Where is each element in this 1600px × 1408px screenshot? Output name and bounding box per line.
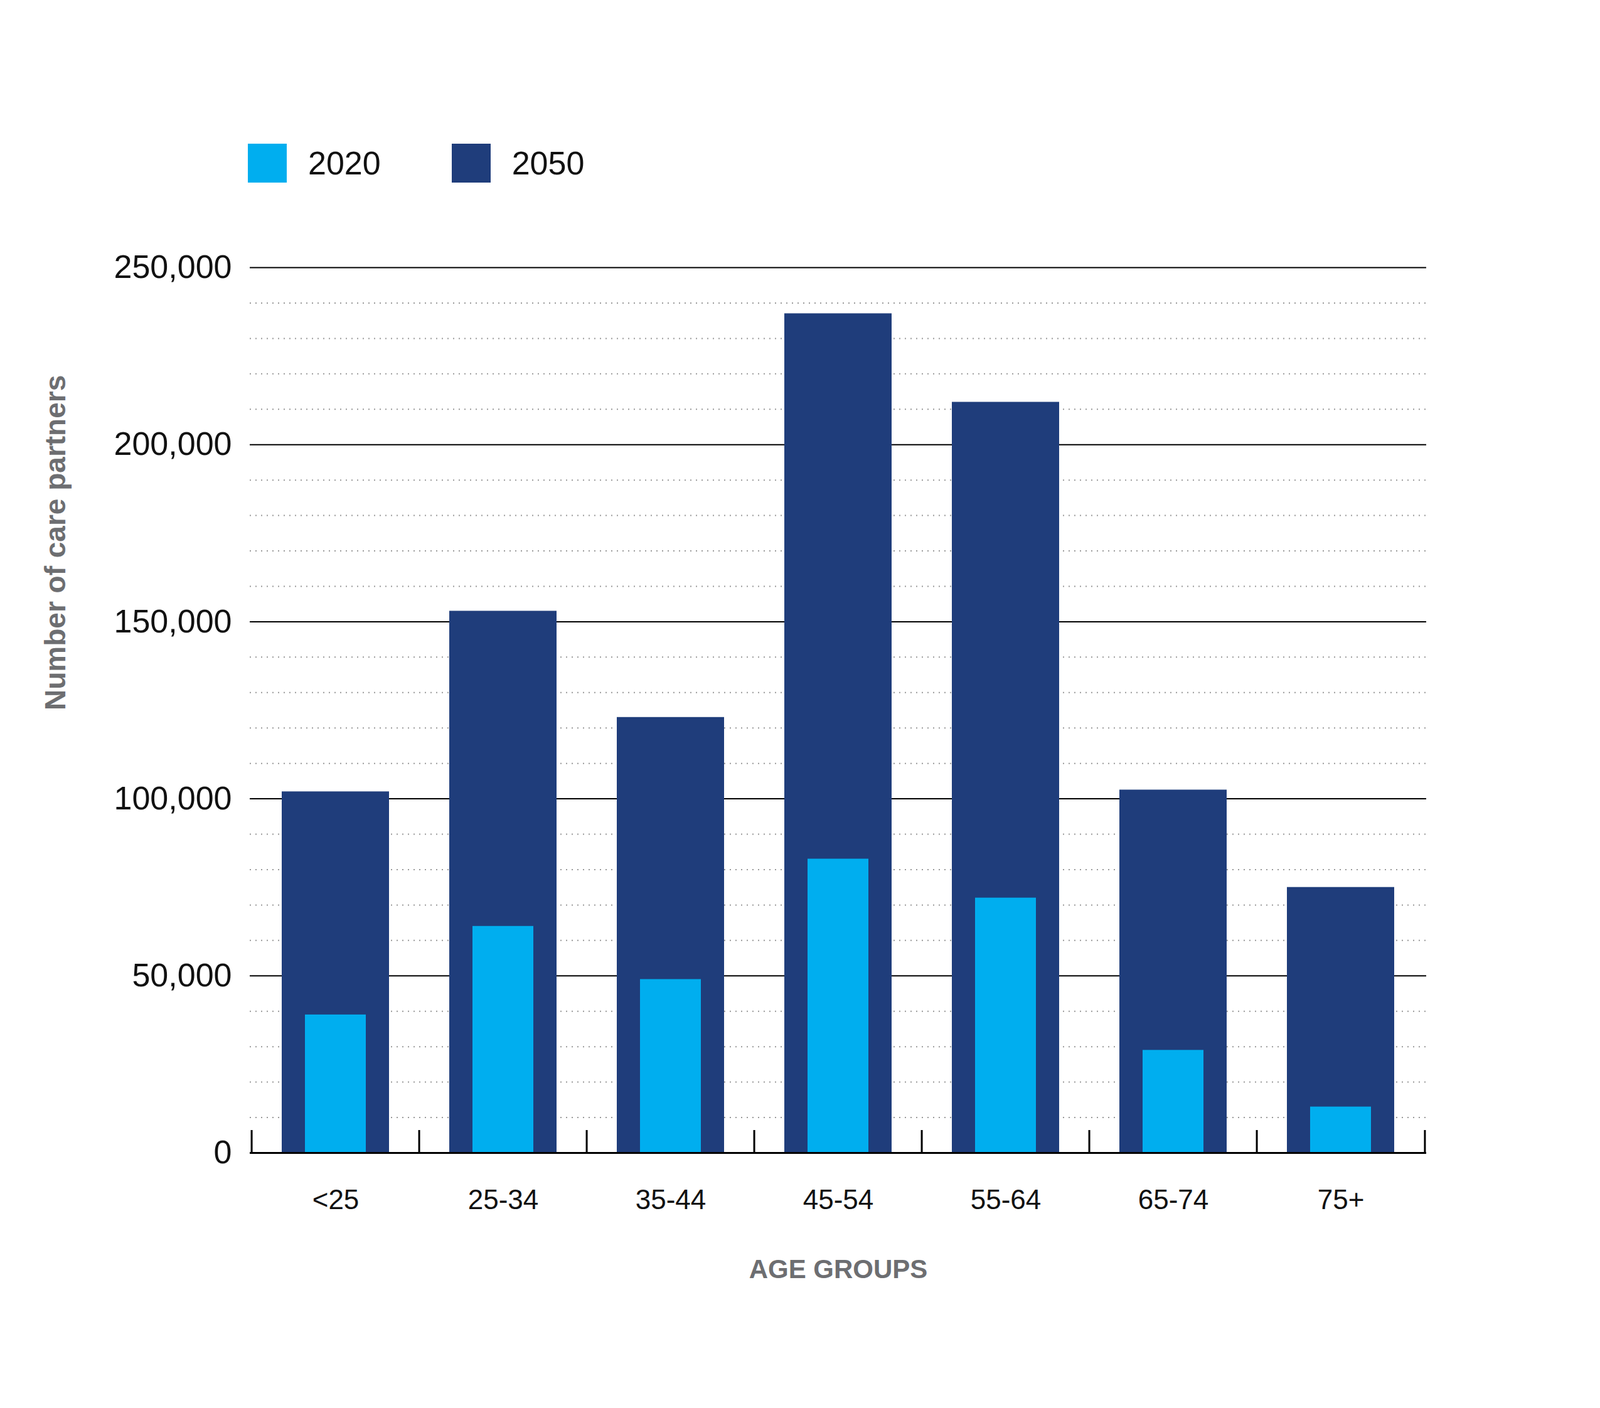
svg-text:55-64: 55-64 (970, 1184, 1042, 1215)
svg-text:45-54: 45-54 (803, 1184, 875, 1215)
svg-text:250,000: 250,000 (114, 248, 233, 285)
svg-text:35-44: 35-44 (635, 1184, 707, 1215)
svg-text:50,000: 50,000 (131, 956, 232, 994)
svg-text:200,000: 200,000 (114, 425, 233, 462)
html-text:2050: 2050 (511, 144, 585, 182)
svg-text:75+: 75+ (1317, 1184, 1365, 1215)
svg-text:AGE GROUPS: AGE GROUPS (749, 1254, 928, 1284)
html-text:2020: 2020 (308, 144, 381, 182)
svg-text:100,000: 100,000 (114, 779, 233, 817)
svg-text:<25: <25 (312, 1184, 360, 1215)
svg-text:Number of care partners: Number of care partners (38, 375, 72, 711)
svg-text:25-34: 25-34 (468, 1184, 539, 1215)
svg-text:0: 0 (213, 1133, 233, 1171)
svg-text:65-74: 65-74 (1138, 1184, 1210, 1215)
svg-text:150,000: 150,000 (114, 602, 233, 640)
